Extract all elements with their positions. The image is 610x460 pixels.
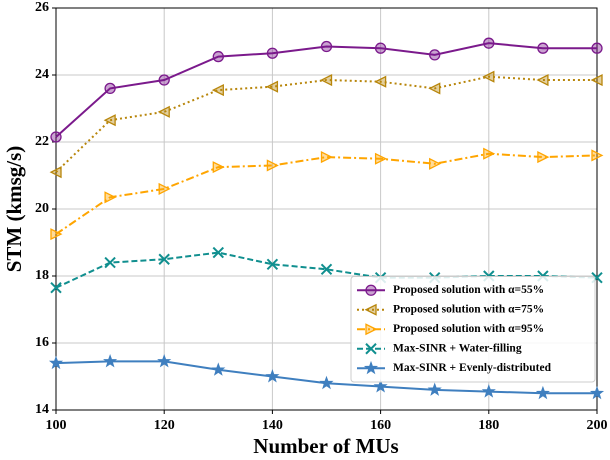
marker xyxy=(591,149,604,162)
legend-label: Proposed solution with α=55% xyxy=(393,284,544,296)
marker xyxy=(428,82,441,95)
marker xyxy=(537,42,549,54)
marker xyxy=(537,151,550,164)
legend-marker xyxy=(365,323,378,336)
marker xyxy=(50,282,62,294)
marker xyxy=(591,42,603,54)
legend-marker xyxy=(365,343,377,355)
marker xyxy=(104,82,116,95)
marker xyxy=(211,84,224,97)
marker xyxy=(589,385,605,400)
marker xyxy=(482,70,495,83)
marker xyxy=(158,74,170,86)
marker xyxy=(590,73,603,87)
marker xyxy=(50,228,63,241)
marker xyxy=(483,147,496,160)
x-axis-label: Number of MUs xyxy=(253,434,398,458)
marker xyxy=(157,105,170,118)
legend-label: Proposed solution with α=95% xyxy=(393,323,544,335)
x-tick-label: 180 xyxy=(478,418,499,433)
legend-marker xyxy=(364,303,377,316)
marker xyxy=(103,354,118,368)
marker xyxy=(266,159,279,172)
marker xyxy=(266,258,279,270)
marker xyxy=(265,80,279,93)
marker xyxy=(48,355,64,370)
marker xyxy=(212,50,224,63)
x-tick-label: 100 xyxy=(46,418,67,433)
legend-label: Max-SINR + Evenly-distributed xyxy=(393,362,552,374)
marker xyxy=(320,151,333,164)
legend-label: Max-SINR + Water-filling xyxy=(393,342,522,354)
x-tick-label: 120 xyxy=(154,418,175,433)
marker xyxy=(483,37,495,49)
legend-box xyxy=(350,276,596,383)
marker xyxy=(103,114,116,127)
marker xyxy=(374,152,388,165)
y-axis-label: STM (kmsg/s) xyxy=(2,146,26,273)
y-tick-label: 18 xyxy=(35,268,49,283)
marker xyxy=(158,253,170,265)
marker xyxy=(374,42,387,54)
marker xyxy=(265,369,280,383)
marker xyxy=(212,161,225,174)
marker xyxy=(374,75,387,88)
marker xyxy=(104,256,116,269)
marker xyxy=(429,157,442,170)
y-tick-label: 20 xyxy=(35,201,49,216)
marker xyxy=(320,73,333,87)
legend-marker xyxy=(365,284,377,296)
x-tick-label: 140 xyxy=(262,418,283,433)
series-line xyxy=(55,75,597,173)
marker xyxy=(266,47,279,59)
marker xyxy=(158,182,171,195)
marker xyxy=(320,40,333,53)
marker xyxy=(373,379,388,393)
y-tick-label: 26 xyxy=(35,0,49,15)
marker xyxy=(481,384,496,398)
legend: Proposed solution with α=55% Proposed sol… xyxy=(350,276,596,383)
legend-label: Proposed solution with α=75% xyxy=(393,303,544,315)
y-tick-label: 24 xyxy=(35,67,49,82)
marker xyxy=(427,382,442,396)
marker xyxy=(535,385,550,400)
marker xyxy=(320,263,333,276)
series-line xyxy=(55,152,598,235)
y-tick-label: 16 xyxy=(35,335,49,350)
marker xyxy=(536,73,549,87)
series-line xyxy=(55,42,597,138)
marker xyxy=(50,131,62,143)
legend-marker xyxy=(363,360,379,375)
marker xyxy=(429,49,441,61)
x-tick-label: 160 xyxy=(370,418,391,433)
y-tick-label: 14 xyxy=(35,402,49,417)
marker xyxy=(104,191,117,204)
marker xyxy=(211,362,226,376)
marker xyxy=(49,166,62,179)
marker xyxy=(319,375,334,390)
plot-frame xyxy=(55,7,598,411)
x-tick-label: 200 xyxy=(587,418,608,433)
y-tick-label: 22 xyxy=(35,134,49,149)
marker xyxy=(212,246,225,259)
marker xyxy=(157,354,172,368)
